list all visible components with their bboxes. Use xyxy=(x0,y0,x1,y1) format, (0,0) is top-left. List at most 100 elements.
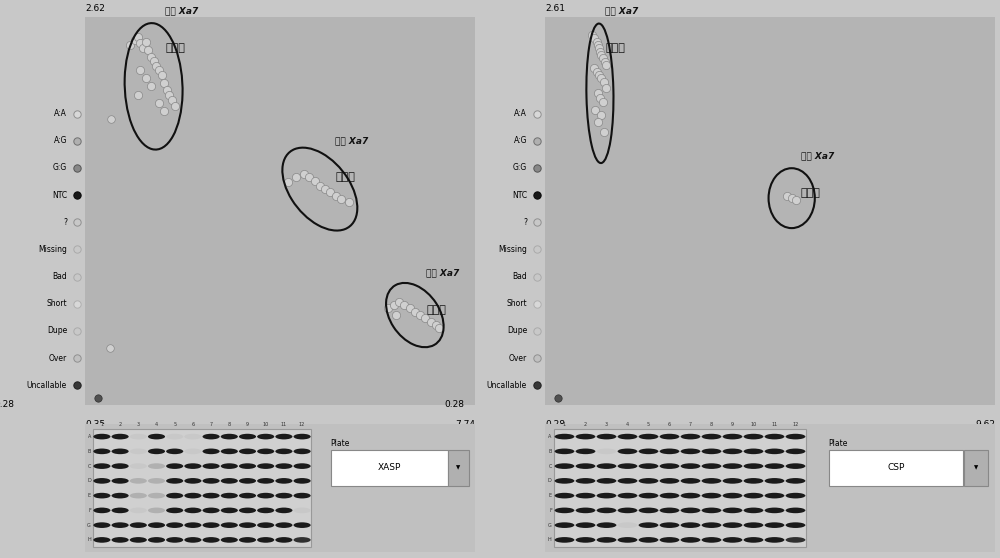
Circle shape xyxy=(184,508,201,513)
Circle shape xyxy=(681,478,700,484)
Circle shape xyxy=(786,508,805,513)
Point xyxy=(317,185,333,194)
Point xyxy=(529,326,545,335)
Circle shape xyxy=(257,478,274,484)
Text: NTC: NTC xyxy=(512,191,527,200)
Circle shape xyxy=(221,463,238,469)
Circle shape xyxy=(93,478,110,484)
Text: 0.28: 0.28 xyxy=(444,400,464,409)
Circle shape xyxy=(723,493,742,498)
Bar xyxy=(964,450,988,485)
Text: 8: 8 xyxy=(228,422,231,427)
Circle shape xyxy=(744,449,763,454)
Point xyxy=(138,37,154,46)
Circle shape xyxy=(597,449,616,454)
Point xyxy=(428,320,444,329)
Circle shape xyxy=(702,493,721,498)
Circle shape xyxy=(555,449,574,454)
Circle shape xyxy=(702,463,721,469)
Text: 6: 6 xyxy=(668,422,671,427)
Circle shape xyxy=(275,508,292,513)
Circle shape xyxy=(203,522,220,528)
Text: 5: 5 xyxy=(647,422,650,427)
Circle shape xyxy=(203,434,220,439)
Circle shape xyxy=(618,478,637,484)
Text: E: E xyxy=(549,493,552,498)
Text: A: A xyxy=(548,434,552,439)
Circle shape xyxy=(130,449,147,454)
Circle shape xyxy=(166,508,183,513)
Circle shape xyxy=(744,537,763,543)
Circle shape xyxy=(618,463,637,469)
Circle shape xyxy=(275,537,292,543)
Point xyxy=(69,109,85,118)
Point xyxy=(132,39,148,48)
Point xyxy=(595,54,611,63)
Circle shape xyxy=(130,493,147,498)
Point xyxy=(388,311,404,320)
Text: 6: 6 xyxy=(191,422,194,427)
Circle shape xyxy=(681,449,700,454)
Circle shape xyxy=(93,449,110,454)
Text: 9: 9 xyxy=(246,422,249,427)
Circle shape xyxy=(203,463,220,469)
Circle shape xyxy=(681,537,700,543)
Text: 9: 9 xyxy=(731,422,734,427)
Text: F: F xyxy=(549,508,552,513)
Point xyxy=(143,52,159,61)
Circle shape xyxy=(203,493,220,498)
Circle shape xyxy=(681,508,700,513)
Circle shape xyxy=(744,508,763,513)
Point xyxy=(69,381,85,389)
Circle shape xyxy=(294,537,311,543)
Point xyxy=(307,176,323,185)
Circle shape xyxy=(239,434,256,439)
Point xyxy=(586,34,602,43)
Circle shape xyxy=(112,449,129,454)
Point xyxy=(593,51,609,60)
Text: 10: 10 xyxy=(750,422,757,427)
Circle shape xyxy=(597,508,616,513)
Text: G:G: G:G xyxy=(513,163,527,172)
Point xyxy=(590,117,606,126)
Circle shape xyxy=(597,434,616,439)
Point xyxy=(391,297,407,306)
Point xyxy=(402,304,418,313)
Text: Plate: Plate xyxy=(331,440,350,449)
Point xyxy=(341,198,357,207)
Text: Dupe: Dupe xyxy=(47,326,67,335)
Circle shape xyxy=(702,537,721,543)
Point xyxy=(589,37,605,46)
Circle shape xyxy=(93,463,110,469)
Bar xyxy=(93,429,311,547)
Circle shape xyxy=(130,463,147,469)
Text: 0.35: 0.35 xyxy=(85,420,105,429)
Circle shape xyxy=(618,449,637,454)
Circle shape xyxy=(597,478,616,484)
Circle shape xyxy=(221,537,238,543)
Point xyxy=(164,95,180,104)
Circle shape xyxy=(660,493,679,498)
Circle shape xyxy=(723,508,742,513)
Circle shape xyxy=(294,463,311,469)
Circle shape xyxy=(744,493,763,498)
Text: 7: 7 xyxy=(689,422,692,427)
Circle shape xyxy=(639,463,658,469)
Text: 4: 4 xyxy=(626,422,629,427)
Circle shape xyxy=(660,522,679,528)
Circle shape xyxy=(93,493,110,498)
Text: B: B xyxy=(87,449,91,454)
Point xyxy=(151,98,167,107)
Text: H: H xyxy=(87,537,91,542)
Circle shape xyxy=(148,493,165,498)
Circle shape xyxy=(786,434,805,439)
Circle shape xyxy=(184,537,201,543)
Text: 综合 Xa7: 综合 Xa7 xyxy=(165,7,198,16)
Circle shape xyxy=(93,434,110,439)
Circle shape xyxy=(294,478,311,484)
Circle shape xyxy=(576,537,595,543)
Circle shape xyxy=(639,434,658,439)
Point xyxy=(590,41,606,50)
Circle shape xyxy=(112,493,129,498)
Circle shape xyxy=(702,508,721,513)
